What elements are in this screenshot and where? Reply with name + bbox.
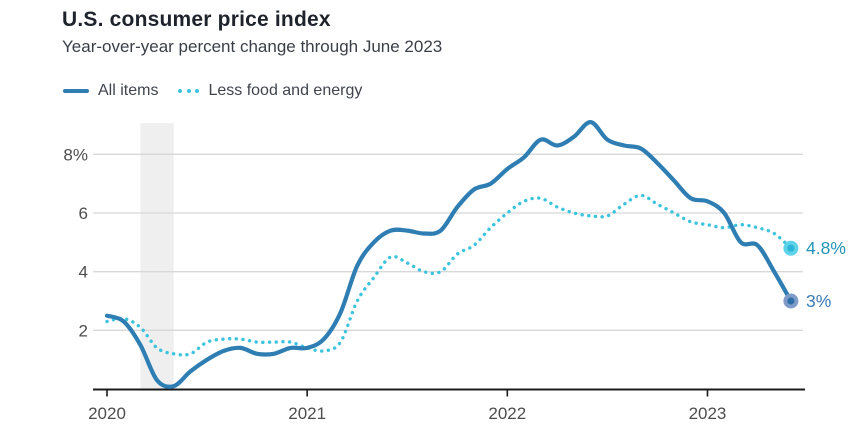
less-food-energy-dotted-swatch-icon [178,89,200,93]
legend-label-less-food-energy: Less food and energy [208,82,363,99]
x-axis-label-2022: 2022 [488,404,526,423]
legend-label-all-items: All items [98,82,159,99]
legend-item-all-items: All items [63,82,158,100]
all-items-line-swatch-icon [63,89,89,93]
x-axis-label-2020: 2020 [88,404,126,423]
x-axis-label-2021: 2021 [288,404,326,423]
y-axis-label-2: 2 [79,321,88,340]
chart-subtitle: Year-over-year percent change through Ju… [62,37,443,56]
y-axis-label-6: 6 [79,204,88,223]
end-all-items-dot-inner [787,297,795,305]
series-line-less-food-and-energy [105,193,793,357]
legend: All items Less food and energy [63,82,362,100]
y-axis-label-4: 4 [79,263,88,282]
x-axis-label-2023: 2023 [689,404,727,423]
end-all-items-value-label: 3% [806,291,831,311]
chart-title: U.S. consumer price index [62,8,331,31]
series-line-all-items [104,120,793,389]
end-less-food-and-energy-dot-inner [787,244,795,252]
legend-item-less-food-energy: Less food and energy [178,82,362,100]
end-less-food-and-energy-value-label: 4.8% [806,238,846,258]
y-axis-label-8: 8% [63,145,88,164]
